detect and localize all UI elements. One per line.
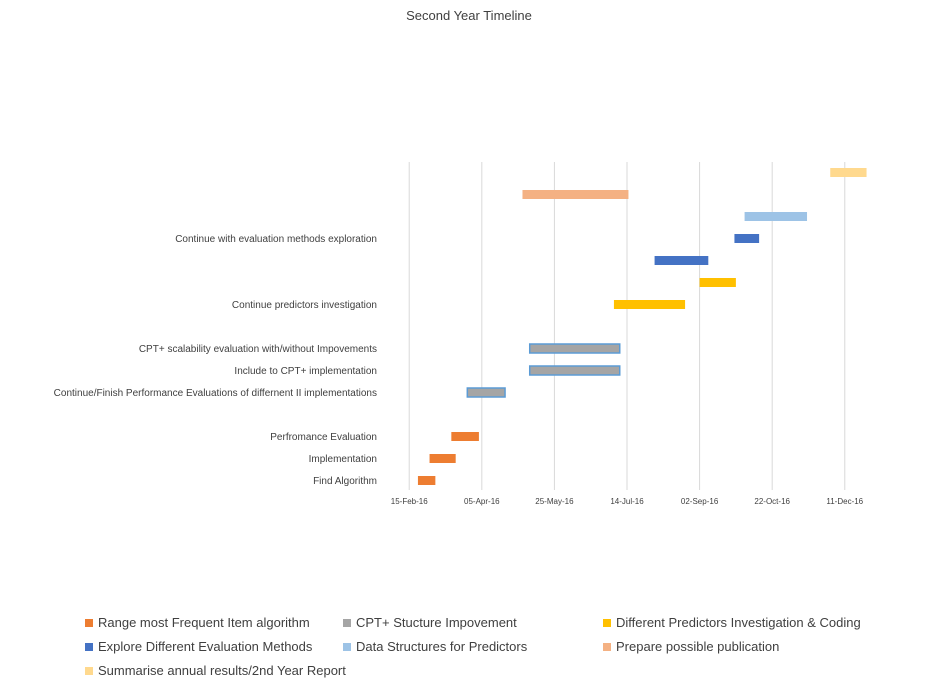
category-label: Perfromance Evaluation [270, 432, 377, 443]
legend-swatch [85, 618, 93, 627]
legend-item: Explore Different Evaluation Methods [85, 638, 343, 655]
x-tick-label: 11-Dec-16 [826, 497, 863, 506]
gantt-bar [417, 476, 436, 485]
gantt-bar [734, 234, 760, 243]
gantt-bar [429, 454, 456, 463]
gantt-chart: Second Year Timeline Continue with evalu… [54, 8, 867, 506]
x-tick-label: 02-Sep-16 [681, 497, 719, 506]
legend-item: Summarise annual results/2nd Year Report [85, 662, 346, 679]
gantt-bar [744, 212, 808, 221]
category-label: Continue/Finish Performance Evaluations … [54, 388, 377, 399]
gantt-bar [466, 387, 506, 398]
legend-label: Prepare possible publication [616, 639, 780, 654]
legend-item: Range most Frequent Item algorithm [85, 614, 343, 631]
legend-swatch [85, 642, 93, 651]
gantt-bar [528, 343, 621, 354]
category-label: Continue with evaluation methods explora… [175, 234, 377, 245]
gantt-bar [654, 256, 709, 265]
x-tick-label: 22-Oct-16 [754, 497, 790, 506]
legend: Range most Frequent Item algorithm CPT+ S… [85, 614, 925, 679]
x-axis-ticks: 15-Feb-16 05-Apr-16 25-May-16 14-Jul-16 02-S… [391, 497, 864, 506]
gantt-bar [451, 432, 479, 441]
gantt-bar [528, 365, 621, 376]
legend-label: CPT+ Stucture Impovement [356, 615, 517, 630]
legend-swatch [343, 618, 351, 627]
x-tick-label: 05-Apr-16 [464, 497, 500, 506]
legend-item: Prepare possible publication [603, 638, 925, 655]
category-label: Find Algorithm [313, 476, 377, 487]
category-labels: Continue with evaluation methods explora… [54, 234, 377, 487]
bars [417, 168, 867, 485]
legend-swatch [603, 642, 611, 651]
x-tick-label: 14-Jul-16 [610, 497, 644, 506]
category-label: Continue predictors investigation [232, 300, 377, 311]
legend-item: CPT+ Stucture Impovement [343, 614, 603, 631]
legend-item: Different Predictors Investigation & Cod… [603, 614, 925, 631]
category-label: Include to CPT+ implementation [234, 366, 377, 377]
gantt-bar [699, 278, 736, 287]
x-tick-label: 25-May-16 [535, 497, 574, 506]
chart-title: Second Year Timeline [406, 8, 532, 23]
legend-label: Summarise annual results/2nd Year Report [98, 663, 346, 678]
legend-label: Range most Frequent Item algorithm [98, 615, 310, 630]
legend-item: Data Structures for Predictors [343, 638, 603, 655]
category-label: Implementation [309, 454, 377, 465]
gantt-bar [613, 300, 686, 309]
legend-label: Explore Different Evaluation Methods [98, 639, 313, 654]
legend-swatch [85, 666, 93, 675]
x-tick-label: 15-Feb-16 [391, 497, 428, 506]
gantt-bar [522, 190, 629, 199]
legend-swatch [603, 618, 611, 627]
legend-label: Different Predictors Investigation & Cod… [616, 615, 861, 630]
legend-label: Data Structures for Predictors [356, 639, 528, 654]
category-label: CPT+ scalability evaluation with/without… [139, 344, 377, 355]
legend-swatch [343, 642, 351, 651]
gantt-bar [830, 168, 867, 177]
